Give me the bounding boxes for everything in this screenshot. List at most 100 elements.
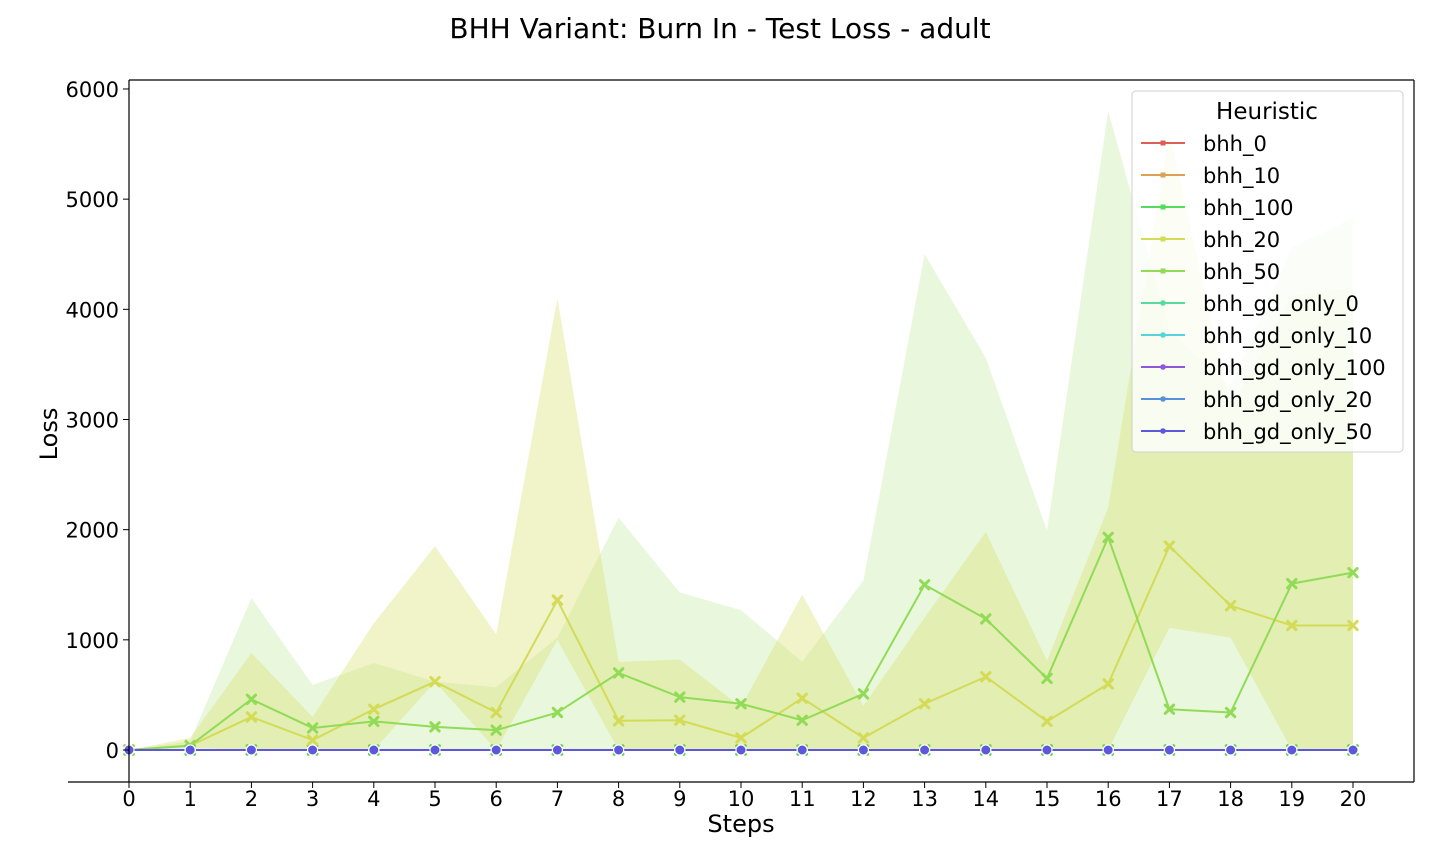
legend-marker-bhh_gd_only_0 [1160, 300, 1166, 306]
point-bhh_20-13 [918, 698, 931, 710]
x-tick-label-10: 10 [728, 787, 755, 811]
point-bhh_50-8 [612, 667, 625, 679]
y-tick-label-0: 0 [106, 739, 119, 763]
legend-label-bhh_10: bhh_10 [1203, 164, 1280, 189]
legend: Heuristic bhh_0 bhh_10 bhh_100 bhh_20 bhh_50… [1131, 90, 1404, 453]
point-bhh_50-17 [1163, 703, 1176, 715]
legend-label-bhh_gd_only_50: bhh_gd_only_50 [1203, 420, 1372, 445]
point-bhh_50-2 [245, 693, 258, 706]
point-bhh_20-7 [551, 594, 564, 606]
x-tick-label-9: 9 [673, 787, 686, 811]
x-tick-label-3: 3 [306, 787, 319, 811]
x-tick-label-18: 18 [1217, 787, 1244, 811]
point-bhh_gd_only_50-20 [1347, 744, 1359, 756]
point-bhh_20-18 [1224, 599, 1237, 612]
x-ticks: 0 1 2 3 4 5 6 7 8 9 10 11 12 13 14 15 16 17 18 19 20 [122, 782, 1366, 811]
point-bhh_20-17 [1163, 540, 1176, 552]
point-bhh_50-16 [1102, 531, 1114, 544]
band-bhh_50 [129, 111, 1353, 751]
point-bhh_50-14 [980, 613, 992, 625]
x-tick-label-19: 19 [1278, 787, 1305, 811]
point-bhh_50-11 [796, 714, 808, 726]
point-bhh_50-5 [429, 721, 441, 733]
point-bhh_gd_only_50-12 [857, 744, 869, 756]
point-bhh_20-14 [980, 671, 992, 683]
point-bhh_gd_only_50-7 [551, 744, 563, 756]
x-tick-label-5: 5 [428, 787, 441, 811]
x-tick-label-7: 7 [551, 787, 564, 811]
legend-label-bhh_50: bhh_50 [1203, 260, 1280, 285]
point-bhh_50-13 [918, 579, 931, 591]
legend-label-bhh_gd_only_100: bhh_gd_only_100 [1203, 356, 1386, 381]
point-bhh_50-7 [551, 706, 564, 719]
point-bhh_gd_only_50-11 [796, 744, 808, 756]
point-bhh_50-15 [1041, 672, 1053, 685]
y-axis-label: Loss [35, 408, 63, 461]
chart-title: BHH Variant: Burn In - Test Loss - adult [449, 12, 990, 45]
legend-items: bhh_0 bhh_10 bhh_100 bhh_20 bhh_50 bhh_gd_onl… [1141, 132, 1386, 445]
y-tick-label-5000: 5000 [66, 188, 119, 212]
x-tick-label-14: 14 [972, 787, 999, 811]
y-tick-label-2000: 2000 [66, 519, 119, 543]
legend-item-bhh_gd_only_10: bhh_gd_only_10 [1141, 324, 1372, 349]
legend-marker-bhh_50 [1160, 268, 1166, 274]
markers-bhh_gd_only_50 [123, 744, 1359, 756]
x-tick-label-16: 16 [1095, 787, 1122, 811]
band-bhh_20 [129, 133, 1353, 751]
point-bhh_20-16 [1102, 678, 1114, 690]
legend-item-bhh_20: bhh_20 [1141, 228, 1280, 253]
point-bhh_gd_only_50-13 [919, 744, 931, 756]
legend-label-bhh_gd_only_10: bhh_gd_only_10 [1203, 324, 1372, 349]
y-tick-label-6000: 6000 [66, 78, 119, 102]
y-ticks: 0 1000 2000 3000 4000 5000 6000 [66, 78, 129, 763]
x-tick-label-13: 13 [911, 787, 938, 811]
x-axis-label: Steps [707, 810, 774, 838]
legend-marker-bhh_gd_only_10 [1160, 332, 1166, 338]
legend-item-bhh_gd_only_0: bhh_gd_only_0 [1141, 292, 1359, 317]
x-tick-label-17: 17 [1156, 787, 1183, 811]
point-bhh_20-19 [1286, 619, 1298, 632]
point-bhh_50-18 [1224, 706, 1237, 719]
point-bhh_50-4 [368, 715, 380, 728]
point-bhh_20-20 [1347, 619, 1359, 632]
legend-marker-bhh_gd_only_100 [1160, 364, 1166, 370]
point-bhh_20-12 [857, 732, 870, 744]
point-bhh_gd_only_50-3 [307, 744, 319, 756]
point-bhh_50-3 [306, 722, 319, 734]
point-bhh_gd_only_50-9 [674, 744, 686, 756]
point-bhh_20-15 [1041, 715, 1053, 728]
point-bhh_20-4 [368, 703, 380, 715]
legend-marker-bhh_gd_only_50 [1160, 428, 1166, 434]
point-bhh_gd_only_50-6 [490, 744, 502, 756]
legend-frame [1131, 90, 1404, 453]
legend-label-bhh_0: bhh_0 [1203, 132, 1267, 157]
point-bhh_50-20 [1347, 566, 1359, 579]
point-bhh_gd_only_50-8 [613, 744, 625, 756]
point-bhh_20-2 [245, 711, 258, 723]
point-bhh_20-3 [306, 734, 319, 746]
legend-marker-bhh_0 [1160, 140, 1166, 146]
point-bhh_20-5 [429, 675, 441, 688]
point-bhh_gd_only_50-19 [1286, 744, 1298, 756]
x-tick-label-4: 4 [367, 787, 380, 811]
x-tick-label-2: 2 [245, 787, 258, 811]
legend-item-bhh_gd_only_100: bhh_gd_only_100 [1141, 356, 1386, 381]
x-tick-label-1: 1 [184, 787, 197, 811]
point-bhh_20-11 [796, 692, 808, 704]
confidence-bands [129, 111, 1353, 751]
legend-item-bhh_50: bhh_50 [1141, 260, 1280, 285]
legend-title: Heuristic [1216, 99, 1318, 125]
legend-marker-bhh_100 [1160, 204, 1166, 210]
x-tick-label-0: 0 [122, 787, 135, 811]
point-bhh_50-9 [674, 691, 686, 703]
y-tick-label-3000: 3000 [66, 408, 119, 432]
point-bhh_gd_only_50-4 [368, 744, 380, 756]
legend-marker-bhh_20 [1160, 236, 1166, 242]
legend-item-bhh_100: bhh_100 [1141, 196, 1294, 221]
legend-item-bhh_gd_only_50: bhh_gd_only_50 [1141, 420, 1372, 445]
point-bhh_gd_only_50-14 [980, 744, 992, 756]
x-tick-label-6: 6 [490, 787, 503, 811]
legend-marker-bhh_10 [1160, 172, 1166, 178]
